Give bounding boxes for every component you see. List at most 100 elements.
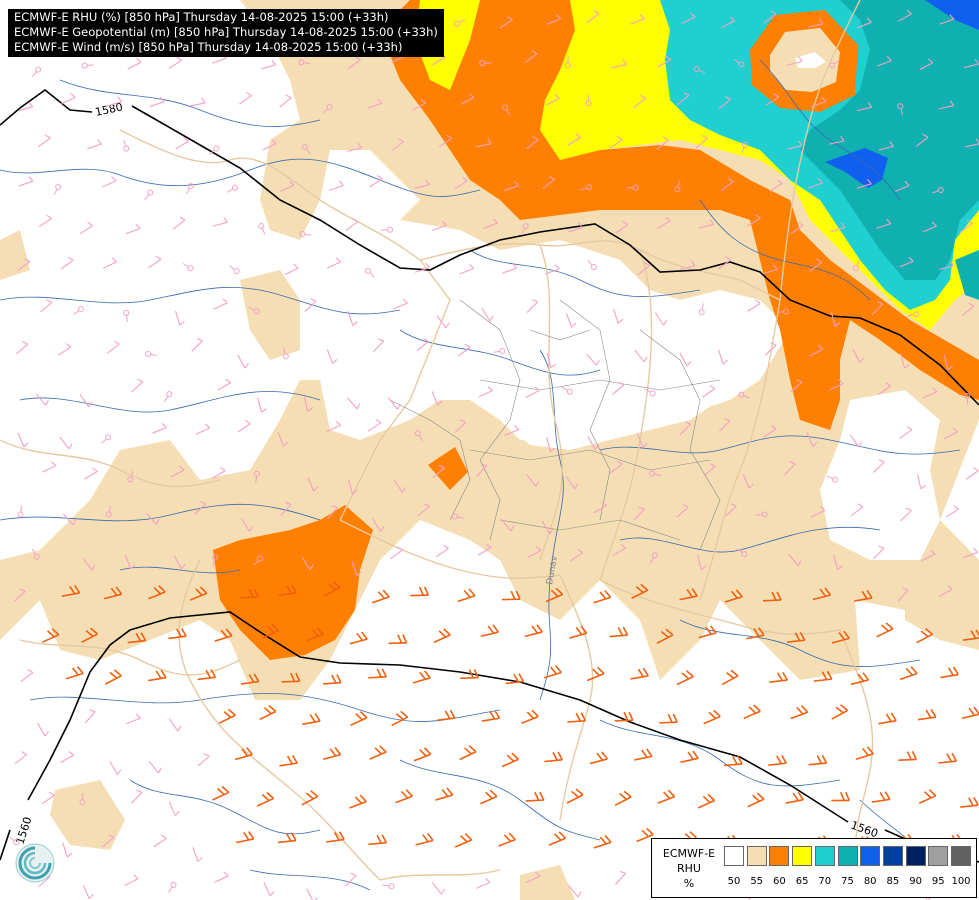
legend-tick-65: 65 — [795, 876, 809, 887]
wind-barb — [153, 834, 167, 848]
wind-barb — [369, 175, 383, 188]
wind-barb — [777, 308, 790, 315]
wind-barb — [73, 305, 84, 315]
wind-barb — [480, 624, 500, 638]
wind-barb — [501, 518, 515, 532]
legend-swatch-80 — [860, 846, 881, 866]
wind-barb — [695, 135, 708, 149]
wind-barb — [586, 353, 600, 366]
wind-barb — [680, 260, 696, 270]
wind-barb — [433, 628, 451, 644]
wind-barb — [349, 794, 367, 809]
wind-barb — [854, 589, 873, 602]
wind-barb — [306, 888, 318, 900]
wind-barb — [369, 745, 387, 760]
wind-barb — [736, 548, 748, 558]
wind-barb — [238, 91, 252, 105]
legend-swatch-50 — [724, 846, 744, 866]
wind-barb — [459, 263, 475, 275]
wind-barb — [938, 752, 958, 764]
wind-barb — [785, 791, 804, 804]
wind-barb — [681, 12, 696, 25]
wind-barb — [168, 628, 187, 640]
wind-barb — [144, 189, 154, 201]
wind-barb — [526, 871, 541, 883]
wind-barb — [37, 722, 50, 737]
wind-barb — [900, 507, 912, 522]
wind-barb — [943, 355, 954, 371]
wind-barb — [388, 634, 408, 645]
wind-barb — [301, 556, 314, 570]
rhu-area-75 — [955, 250, 979, 300]
wind-barb — [102, 834, 115, 848]
wind-barb — [567, 222, 583, 233]
wind-barb — [372, 338, 385, 353]
wind-barb — [634, 349, 648, 363]
wind-barb — [431, 882, 445, 895]
wind-barb — [587, 435, 600, 450]
wind-barb — [326, 349, 338, 364]
wind-barb — [698, 303, 705, 316]
wind-barb — [53, 183, 62, 196]
wind-barb — [263, 882, 275, 897]
wind-barb — [504, 424, 520, 436]
wind-barb — [278, 584, 298, 597]
wind-barb — [567, 885, 582, 898]
rhu-area-75 — [800, 0, 979, 280]
wind-barb — [830, 222, 846, 233]
wind-barb — [127, 57, 142, 70]
wind-barb — [197, 753, 210, 767]
wind-barb — [733, 58, 745, 68]
rhu-area-50 — [305, 220, 360, 280]
wind-barb — [61, 584, 81, 597]
wind-barb — [788, 553, 802, 567]
wind-barb — [454, 833, 473, 848]
legend-tick-95: 95 — [931, 876, 945, 887]
wind-barb — [42, 461, 57, 473]
wind-barb — [453, 19, 466, 27]
wind-barb — [702, 384, 716, 398]
wind-barb — [17, 258, 31, 271]
wind-barb — [849, 434, 863, 448]
wind-barb — [718, 96, 731, 110]
wind-barb — [175, 310, 185, 326]
wind-barb — [280, 180, 295, 193]
wind-barb — [742, 474, 754, 489]
wind-barb — [235, 831, 255, 844]
wind-barb — [152, 422, 167, 434]
wind-barb — [305, 627, 324, 642]
wind-barb — [871, 791, 891, 803]
wind-barb — [586, 10, 600, 24]
wind-barb — [107, 96, 122, 107]
wind-barb — [593, 835, 612, 849]
wind-barb — [197, 669, 217, 681]
wind-barb — [501, 752, 519, 768]
legend-tick-100: 100 — [951, 876, 971, 887]
wind-barb — [703, 463, 716, 477]
wind-barb — [630, 14, 645, 25]
wind-barb — [478, 386, 493, 398]
wind-barb — [87, 139, 102, 150]
wind-barb — [432, 464, 445, 479]
wind-barb — [918, 789, 937, 804]
wind-barb — [381, 226, 394, 233]
wind-barb — [262, 139, 277, 151]
wind-barb — [410, 586, 430, 597]
legend-swatch-85 — [882, 846, 903, 866]
wind-barb — [724, 503, 737, 517]
wind-barb — [650, 552, 658, 564]
wind-barb — [963, 58, 979, 69]
wind-barb — [328, 180, 344, 191]
wind-barb — [189, 586, 208, 601]
wind-barb — [919, 58, 934, 71]
wind-barb — [323, 581, 341, 597]
wind-barb — [368, 834, 388, 846]
wind-barb — [415, 832, 434, 846]
wind-barb — [856, 102, 873, 112]
wind-barb — [808, 18, 824, 28]
wind-barb — [960, 796, 979, 808]
wind-barb — [569, 625, 588, 639]
wind-barb — [636, 827, 654, 843]
rhu-area-55 — [50, 780, 125, 850]
